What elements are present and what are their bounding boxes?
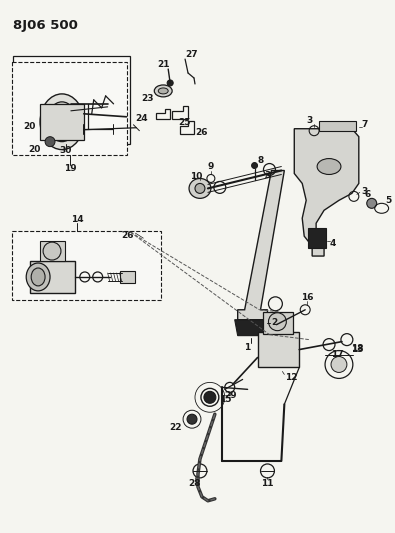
- Text: 1: 1: [245, 343, 251, 352]
- Bar: [40, 241, 65, 261]
- Text: 17: 17: [331, 350, 344, 359]
- Polygon shape: [308, 228, 326, 248]
- Circle shape: [37, 115, 45, 123]
- Text: 4: 4: [330, 239, 337, 248]
- Ellipse shape: [26, 263, 50, 291]
- Text: 12: 12: [285, 373, 298, 382]
- Ellipse shape: [189, 179, 211, 198]
- Text: 19: 19: [64, 164, 76, 173]
- Text: 18: 18: [351, 344, 363, 353]
- Text: 8: 8: [258, 156, 264, 165]
- Circle shape: [367, 198, 377, 208]
- Bar: [258, 332, 299, 367]
- Circle shape: [187, 414, 197, 424]
- Bar: [263, 312, 293, 334]
- Circle shape: [167, 80, 173, 86]
- Polygon shape: [235, 320, 271, 336]
- Text: 2: 2: [271, 318, 278, 327]
- Ellipse shape: [195, 183, 205, 193]
- Text: 20: 20: [28, 145, 40, 154]
- Text: 3: 3: [264, 171, 271, 180]
- Text: 15: 15: [220, 395, 232, 404]
- Text: 30: 30: [60, 146, 72, 155]
- Polygon shape: [294, 129, 359, 256]
- Text: 20: 20: [23, 122, 36, 131]
- Bar: [30, 261, 75, 293]
- Text: 10: 10: [190, 172, 202, 181]
- Text: 26: 26: [195, 128, 207, 137]
- Text: 22: 22: [169, 423, 182, 432]
- Text: 3: 3: [362, 187, 368, 196]
- Text: 25: 25: [178, 118, 190, 127]
- Bar: [40, 104, 84, 140]
- Text: 24: 24: [136, 114, 149, 123]
- Circle shape: [269, 313, 286, 330]
- Ellipse shape: [40, 94, 84, 150]
- FancyBboxPatch shape: [12, 62, 128, 155]
- Ellipse shape: [41, 92, 65, 126]
- Ellipse shape: [158, 88, 168, 94]
- Text: 3: 3: [306, 116, 312, 125]
- Text: 29: 29: [224, 391, 237, 400]
- Text: 13: 13: [351, 345, 363, 354]
- Circle shape: [331, 357, 347, 373]
- Text: 26: 26: [121, 231, 134, 240]
- Text: 7: 7: [362, 120, 368, 129]
- Text: 9: 9: [208, 162, 214, 171]
- Circle shape: [43, 242, 61, 260]
- Ellipse shape: [31, 268, 45, 286]
- Bar: [13, 56, 130, 144]
- Text: 5: 5: [386, 196, 392, 205]
- Text: 27: 27: [186, 50, 198, 59]
- Ellipse shape: [317, 158, 341, 174]
- Bar: [35, 95, 71, 123]
- Text: 14: 14: [71, 215, 83, 224]
- Text: 6: 6: [365, 190, 371, 199]
- Ellipse shape: [47, 102, 77, 142]
- Circle shape: [204, 391, 216, 403]
- Text: 21: 21: [157, 60, 169, 69]
- Circle shape: [45, 136, 55, 147]
- Text: 11: 11: [261, 479, 274, 488]
- Text: 28: 28: [189, 479, 201, 488]
- Bar: [120, 271, 135, 283]
- Circle shape: [252, 163, 258, 168]
- Ellipse shape: [47, 101, 59, 117]
- FancyBboxPatch shape: [12, 231, 161, 300]
- Text: 23: 23: [141, 94, 153, 103]
- Polygon shape: [319, 121, 356, 131]
- Text: 8J06 500: 8J06 500: [13, 19, 78, 33]
- Ellipse shape: [35, 86, 71, 132]
- Ellipse shape: [154, 85, 172, 97]
- Ellipse shape: [55, 113, 69, 131]
- Text: 16: 16: [301, 293, 314, 302]
- Polygon shape: [238, 171, 284, 320]
